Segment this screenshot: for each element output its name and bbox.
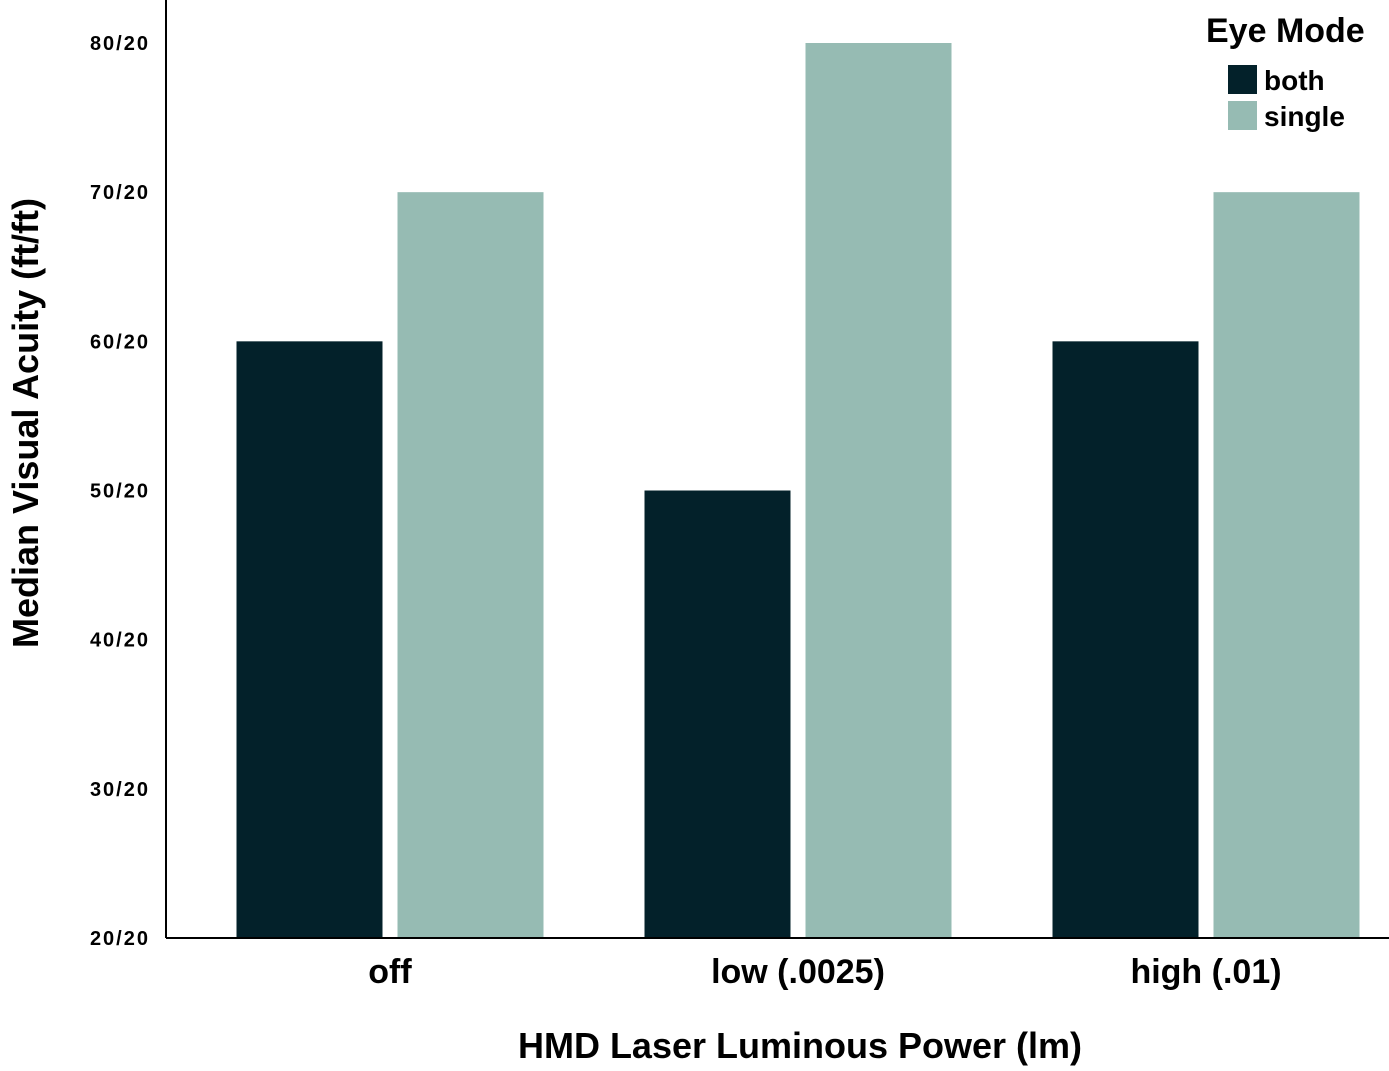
legend-swatch-single — [1228, 101, 1257, 130]
bar-both-2 — [644, 490, 791, 938]
bar-both-1 — [236, 341, 383, 938]
y-tick-label: 20/20 — [90, 928, 150, 950]
legend-label-both: both — [1264, 65, 1325, 96]
y-tick-label: 80/20 — [90, 33, 150, 55]
y-tick-label: 40/20 — [90, 630, 150, 652]
bar-single-2 — [805, 43, 952, 938]
bars-group — [236, 43, 1360, 938]
legend-items: both single — [1228, 65, 1345, 132]
y-tick-label: 70/20 — [90, 182, 150, 204]
y-tick-label: 30/20 — [90, 779, 150, 801]
bar-single-1 — [397, 192, 544, 938]
legend-swatch-both — [1228, 65, 1257, 94]
legend: Eye Mode both single — [1206, 12, 1365, 132]
x-axis-title: HMD Laser Luminous Power (lm) — [518, 1025, 1082, 1066]
bar-both-3 — [1052, 341, 1199, 938]
x-category-label: off — [368, 953, 412, 991]
y-tick-label: 50/20 — [90, 481, 150, 503]
x-category-labels: off low (.0025) high (.01) — [368, 953, 1281, 991]
legend-title: Eye Mode — [1206, 12, 1365, 50]
bar-single-3 — [1213, 192, 1360, 938]
x-category-label: low (.0025) — [711, 953, 885, 991]
legend-label-single: single — [1264, 101, 1345, 132]
x-category-label: high (.01) — [1130, 953, 1281, 991]
y-axis-title: Median Visual Acuity (ft/ft) — [5, 198, 46, 648]
y-tick-label: 60/20 — [90, 331, 150, 353]
y-tick-labels: 20/20 30/20 40/20 50/20 60/20 70/20 80/20 — [90, 33, 150, 950]
